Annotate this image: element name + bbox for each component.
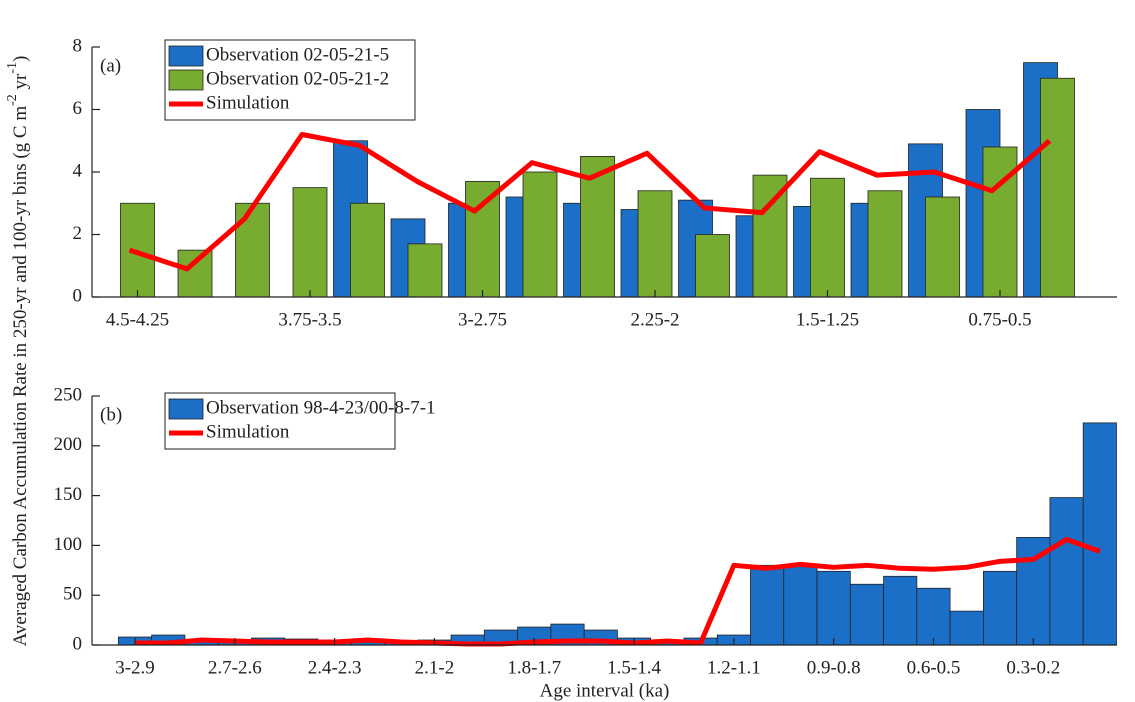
bar [925, 196, 960, 298]
panel-label: (b) [100, 404, 122, 425]
bar [465, 180, 500, 298]
legend-label: Observation 98-4-23/00-8-7-1 [206, 397, 436, 418]
legend-swatch [168, 69, 204, 91]
x-tick-label: 0.3-0.2 [1006, 657, 1060, 678]
y-tick-label: 150 [54, 484, 83, 505]
y-tick-label: 0 [73, 285, 83, 306]
bar [407, 243, 443, 298]
bar [292, 187, 328, 298]
x-tick-label: 2.4-2.3 [308, 657, 362, 678]
x-tick-label: 3.75-3.5 [278, 309, 341, 330]
bar [1049, 497, 1084, 646]
line [135, 536, 1101, 647]
y-tick-label: 50 [63, 584, 82, 605]
y-tick-label: 250 [54, 384, 83, 405]
bar [949, 610, 984, 646]
bar [916, 587, 951, 646]
y-tick-label: 4 [73, 160, 83, 181]
y-tick-label: 200 [54, 434, 83, 455]
y-label-part: yr [10, 73, 31, 94]
bar [867, 190, 903, 298]
bar [816, 570, 851, 646]
x-tick-label: 1.8-1.7 [507, 657, 561, 678]
bar [522, 171, 558, 298]
x-tick-label: 3-2.75 [458, 309, 507, 330]
y-axis-label: Averaged Carbon Accumulation Rate in 250… [5, 56, 31, 647]
y-tick-label: 6 [73, 98, 83, 119]
y-label-sup: -2 [5, 94, 20, 106]
x-tick-label: 2.7-2.6 [208, 657, 262, 678]
y-tick-label: 8 [73, 35, 83, 56]
x-axis-label: Age interval (ka) [540, 680, 670, 701]
legend-label: Simulation [206, 421, 290, 442]
y-tick-label: 2 [73, 223, 83, 244]
x-tick-label: 2.25-2 [630, 309, 679, 330]
bar [982, 146, 1018, 298]
x-tick-label: 0.9-0.8 [807, 657, 861, 678]
legend-label: Observation 02-05-21-2 [206, 68, 389, 89]
bar [1082, 422, 1117, 646]
bar [350, 202, 385, 298]
legend-label: Simulation [206, 92, 290, 113]
bar [750, 564, 785, 646]
bar [637, 190, 673, 298]
bar [695, 234, 730, 298]
y-tick-label: 0 [73, 633, 83, 654]
legend-box [164, 39, 416, 121]
bar [235, 202, 270, 298]
y-label-part: Averaged Carbon Accumulation Rate in 250… [10, 106, 31, 647]
x-tick-label: 3-2.9 [115, 657, 155, 678]
y-label-sup: -1 [5, 62, 20, 74]
line [128, 132, 1052, 272]
x-tick-label: 2.1-2 [415, 657, 455, 678]
bar [177, 249, 213, 298]
legend-swatch [168, 45, 204, 67]
x-tick-label: 4.5-4.25 [106, 309, 169, 330]
x-tick-label: 1.5-1.25 [796, 309, 859, 330]
panel-label: (a) [100, 55, 121, 76]
bar [883, 575, 918, 646]
legend-swatch [168, 398, 204, 420]
bar [810, 177, 845, 298]
y-label-part: ) [10, 56, 31, 62]
bar [849, 583, 884, 646]
x-tick-label: 0.6-0.5 [907, 657, 961, 678]
x-tick-label: 1.5-1.4 [607, 657, 661, 678]
bar [982, 570, 1018, 646]
x-tick-label: 1.2-1.1 [707, 657, 761, 678]
y-tick-label: 100 [54, 534, 83, 555]
bar [1040, 77, 1075, 298]
bar [783, 565, 818, 646]
x-tick-label: 0.75-0.5 [968, 309, 1031, 330]
legend-label: Observation 02-05-21-5 [206, 44, 389, 65]
